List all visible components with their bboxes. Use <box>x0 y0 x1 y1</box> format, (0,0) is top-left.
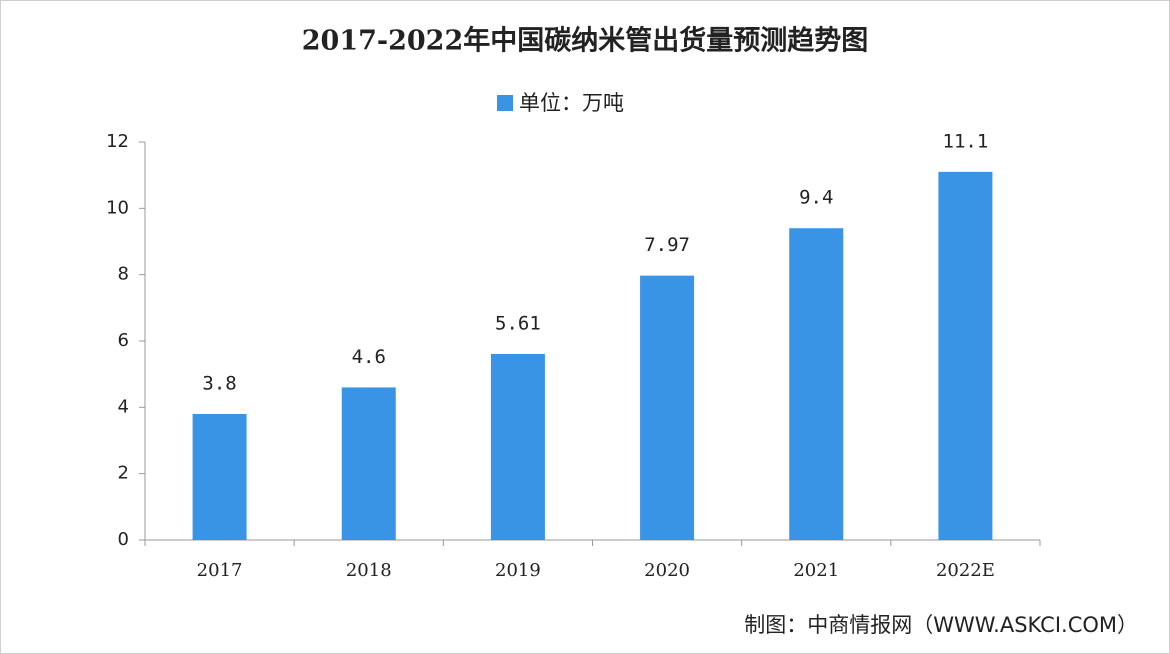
data-label: 3.8 <box>202 372 236 394</box>
legend-label: 单位：万吨 <box>519 91 624 115</box>
y-tick-label: 2 <box>118 463 129 484</box>
source-note: 制图：中商情报网（WWW.ASKCI.COM） <box>744 613 1138 637</box>
x-tick-label: 2022E <box>936 560 995 581</box>
bar <box>192 413 247 540</box>
legend-swatch <box>497 95 513 111</box>
x-tick-label: 2018 <box>346 560 392 581</box>
y-tick-label: 10 <box>106 197 129 218</box>
x-tick-label: 2019 <box>495 560 541 581</box>
data-label: 7.97 <box>644 234 690 256</box>
y-tick-label: 8 <box>118 264 129 285</box>
bar <box>341 387 396 540</box>
x-tick-label: 2017 <box>197 560 243 581</box>
y-tick-label: 4 <box>118 396 129 417</box>
data-label: 9.4 <box>799 187 833 209</box>
x-tick-label: 2020 <box>644 560 690 581</box>
data-label: 5.61 <box>495 312 541 334</box>
y-tick-label: 6 <box>118 330 129 351</box>
chart-title: 2017-2022年中国碳纳米管出货量预测趋势图 <box>302 25 869 57</box>
x-tick-label: 2021 <box>793 560 839 581</box>
data-label: 11.1 <box>943 130 989 152</box>
y-tick-label: 0 <box>118 529 129 550</box>
y-tick-label: 12 <box>106 131 129 152</box>
bar <box>938 171 993 540</box>
bar <box>640 275 695 540</box>
bar <box>789 228 844 540</box>
bar <box>490 353 545 540</box>
data-label: 4.6 <box>352 346 386 368</box>
